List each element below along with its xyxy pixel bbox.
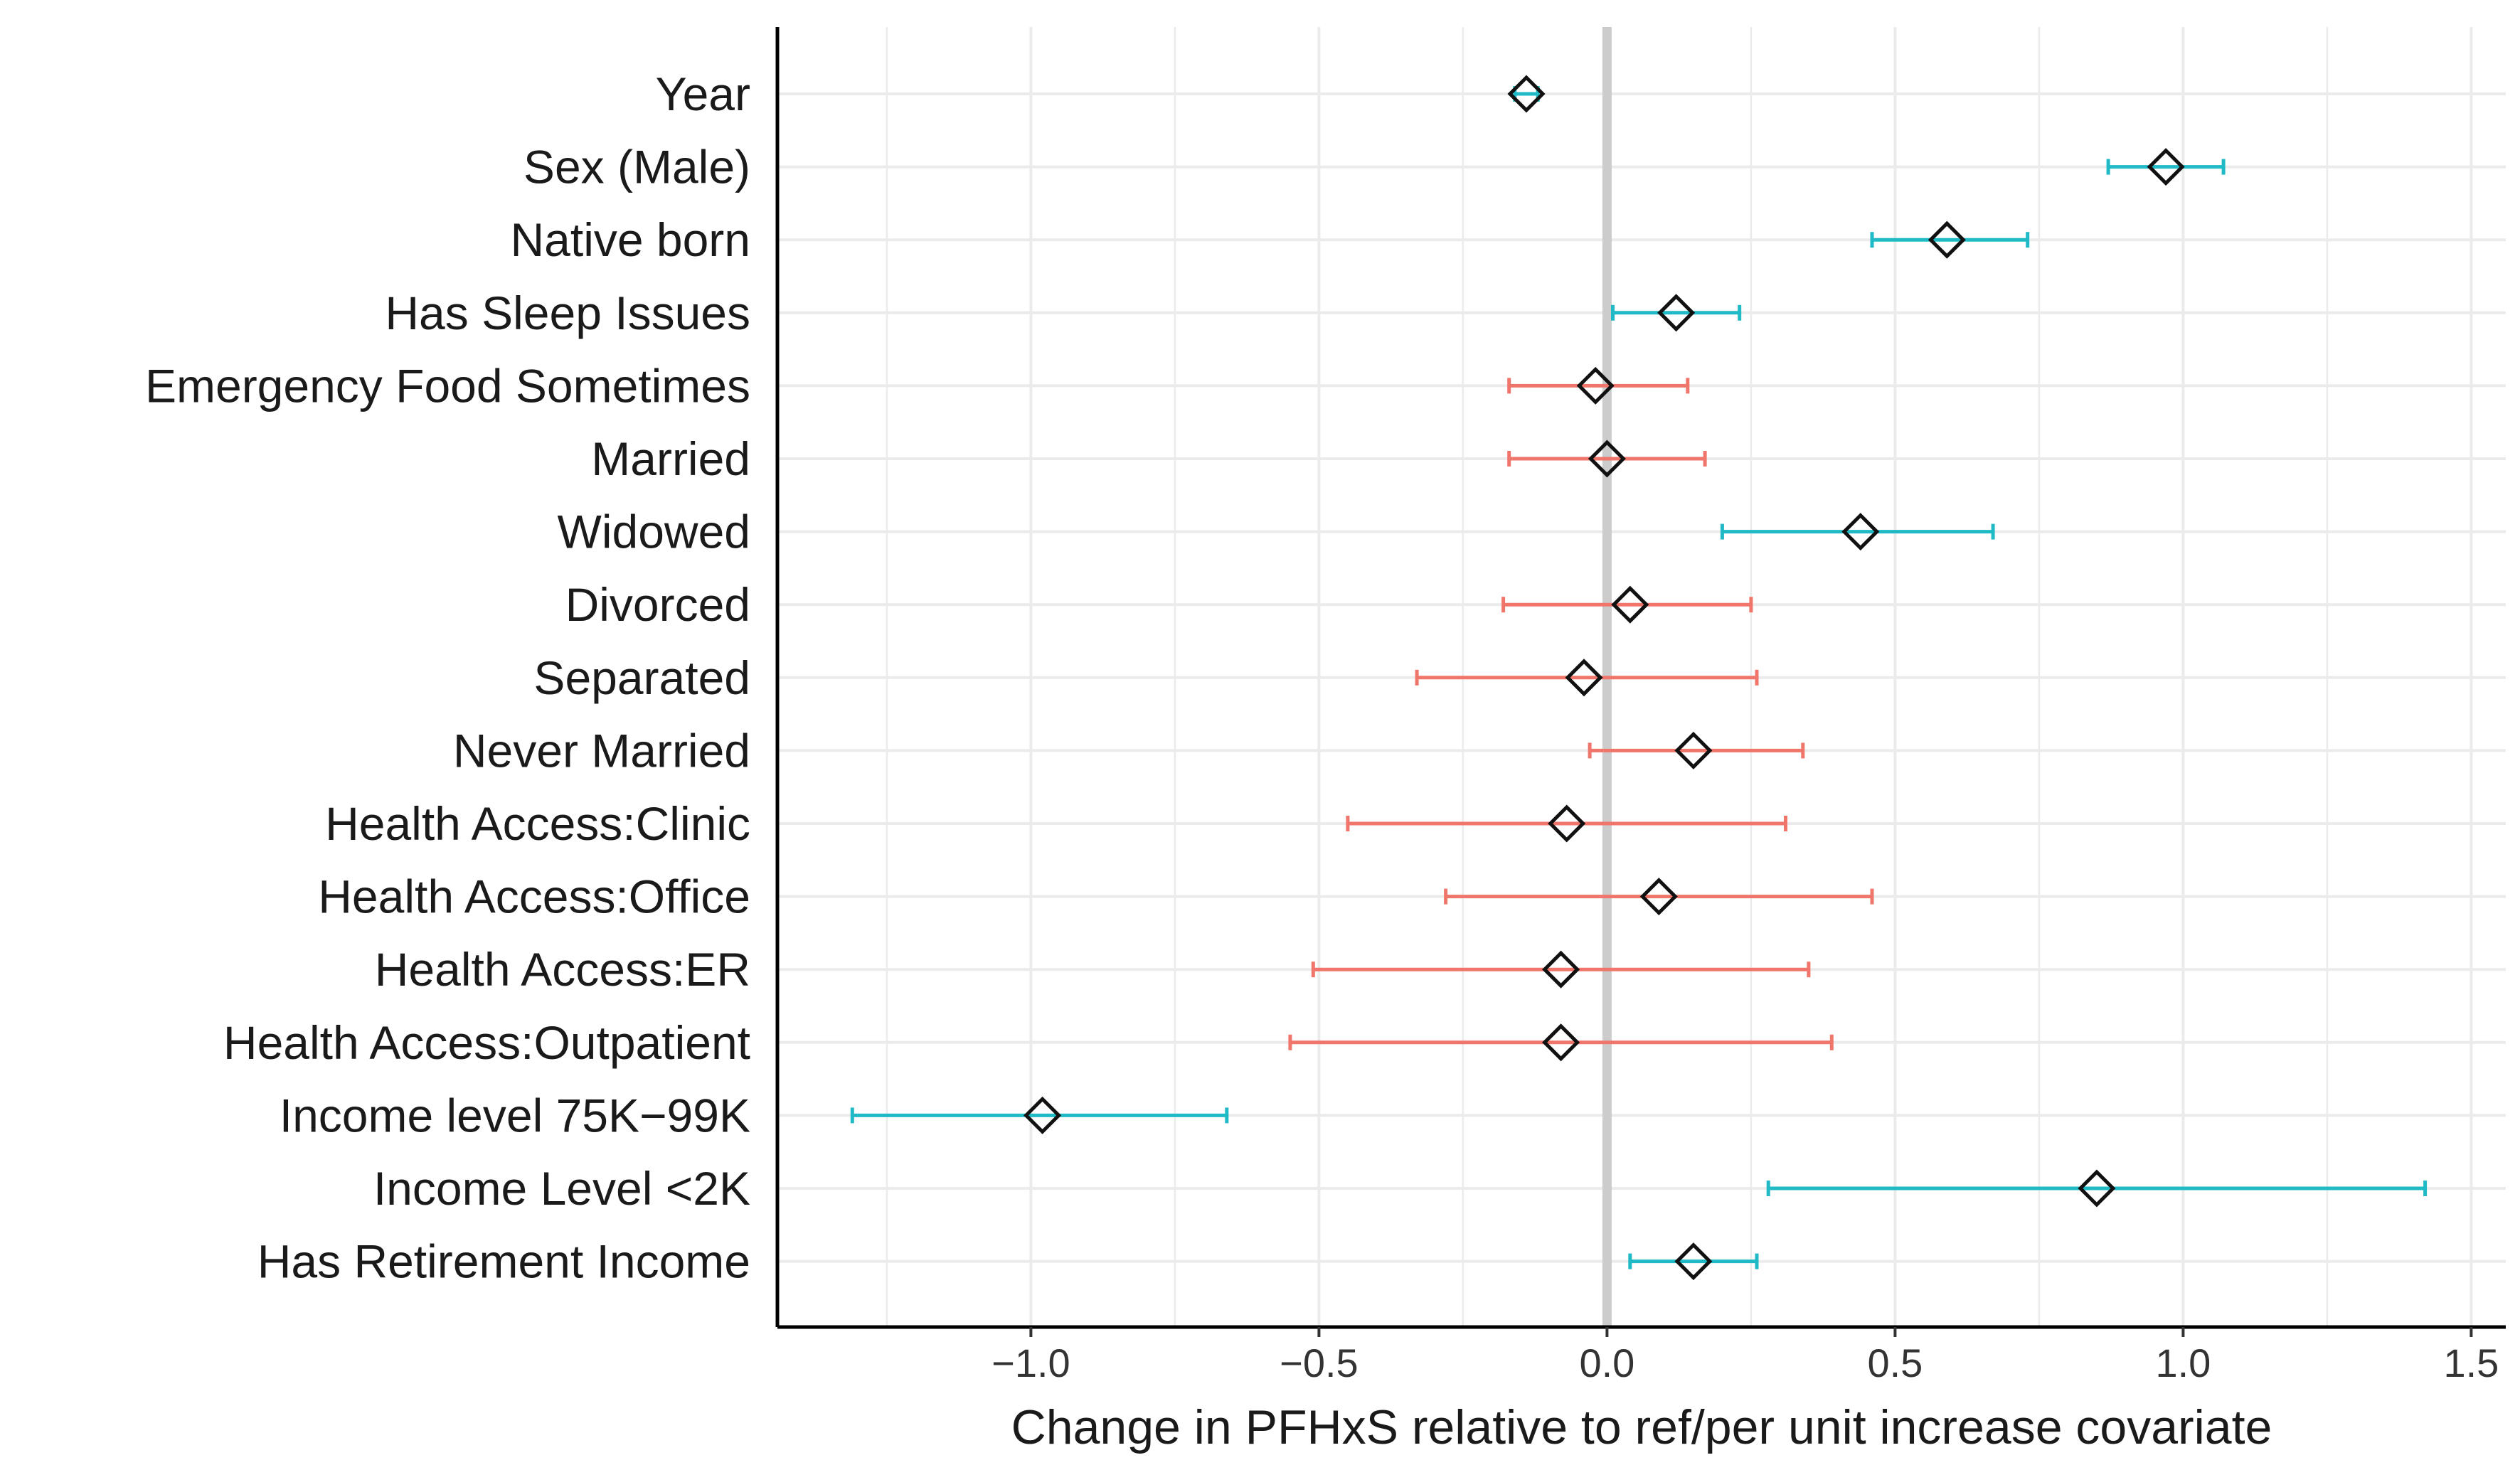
- y-tick-label: Has Sleep Issues: [385, 287, 750, 339]
- point-estimate-diamond: [1588, 440, 1626, 478]
- x-tick-label: −1.0: [991, 1341, 1070, 1385]
- y-tick-label: Widowed: [558, 506, 750, 558]
- y-tick-label: Separated: [533, 651, 750, 704]
- point-estimate-diamond: [1639, 878, 1678, 916]
- y-tick-label: Never Married: [453, 724, 750, 777]
- y-tick-label: Health Access:ER: [375, 943, 750, 996]
- y-tick-label: Divorced: [565, 578, 750, 631]
- y-tick-label: Native born: [510, 213, 750, 266]
- point-estimate-diamond: [1928, 220, 1966, 259]
- point-estimate-diamond: [1507, 75, 1546, 113]
- point-estimate-diamond: [1024, 1096, 1062, 1134]
- y-tick-label: Health Access:Clinic: [325, 797, 750, 850]
- point-estimate-diamond: [2147, 148, 2185, 186]
- point-estimate-diamond: [1611, 585, 1649, 624]
- y-tick-label: Income level 75K−99K: [280, 1089, 750, 1141]
- point-estimate-diamond: [1542, 950, 1580, 989]
- x-tick-label: 0.0: [1579, 1341, 1634, 1385]
- x-tick-label: 0.5: [1867, 1341, 1923, 1385]
- point-estimate-diamond: [1576, 366, 1615, 405]
- x-tick-label: 1.0: [2155, 1341, 2211, 1385]
- point-estimate-diamond: [1674, 1242, 1713, 1281]
- point-estimate-diamond: [1841, 513, 1880, 551]
- point-estimate-diamond: [1548, 804, 1586, 843]
- y-tick-label: Income Level <2K: [373, 1162, 750, 1215]
- point-estimate-diamond: [1657, 294, 1696, 332]
- y-tick-label: Sex (Male): [523, 141, 750, 193]
- point-estimate-diamond: [1542, 1023, 1580, 1062]
- x-axis-title: Change in PFHxS relative to ref/per unit…: [1011, 1400, 2272, 1454]
- point-estimate-diamond: [1565, 659, 1603, 697]
- y-tick-label: Emergency Food Sometimes: [145, 359, 750, 412]
- y-tick-label: Has Retirement Income: [257, 1235, 750, 1288]
- x-tick-label: 1.5: [2443, 1341, 2499, 1385]
- point-estimate-diamond: [1674, 731, 1713, 769]
- point-estimate-diamond: [2078, 1169, 2116, 1208]
- y-tick-label: Married: [591, 432, 750, 485]
- y-tick-label: Health Access:Office: [318, 870, 750, 923]
- y-tick-label: Health Access:Outpatient: [223, 1016, 750, 1069]
- x-tick-label: −0.5: [1280, 1341, 1359, 1385]
- y-tick-label: Year: [656, 68, 750, 120]
